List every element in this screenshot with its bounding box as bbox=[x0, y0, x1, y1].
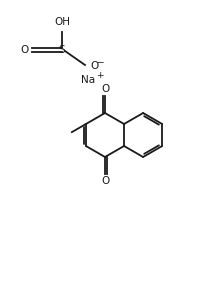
Text: −: − bbox=[97, 58, 104, 66]
Text: S: S bbox=[59, 45, 65, 55]
Text: O: O bbox=[101, 176, 109, 186]
Text: OH: OH bbox=[54, 17, 70, 27]
Text: +: + bbox=[96, 71, 104, 81]
Text: Na: Na bbox=[81, 75, 95, 85]
Text: O: O bbox=[21, 45, 29, 55]
Text: O: O bbox=[101, 84, 109, 94]
Text: O: O bbox=[90, 61, 98, 71]
